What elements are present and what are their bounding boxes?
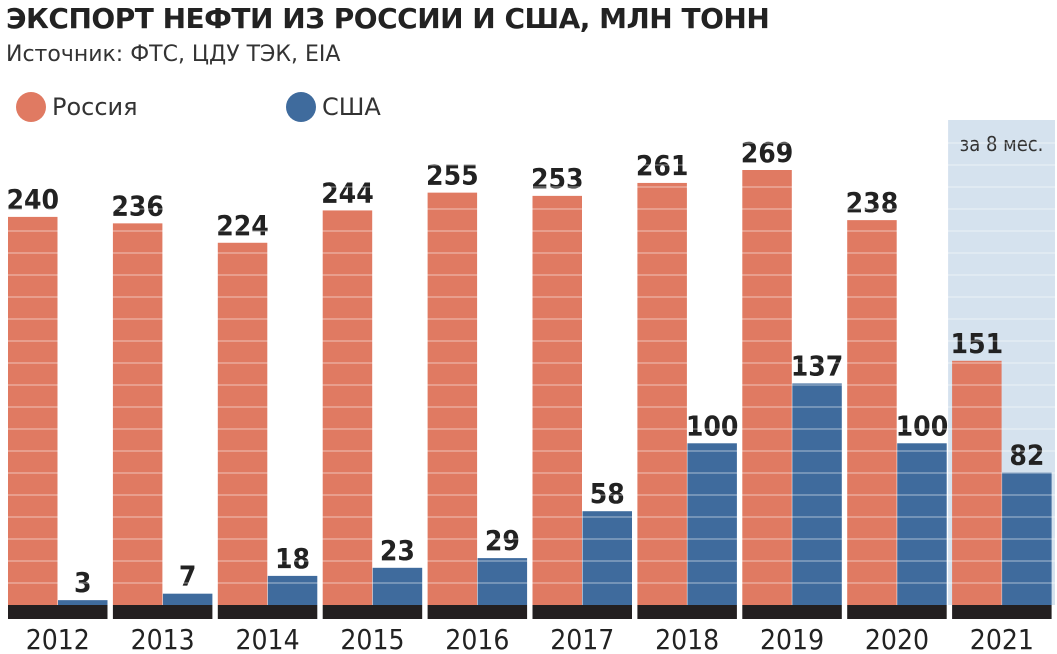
bar-usa-2018 (687, 443, 737, 605)
bar-russia-2019 (742, 170, 792, 605)
bar-usa-2015 (372, 567, 423, 605)
chart-title: ЭКСПОРТ НЕФТИ ИЗ РОССИИ И США, МЛН ТОНН (6, 2, 770, 35)
bar-russia-2018 (637, 182, 687, 605)
category-base-2012 (8, 605, 108, 619)
bar-usa-2014 (267, 575, 318, 605)
x-tick-label-2021: 2021 (970, 623, 1034, 654)
bar-value-label-russia-2015: 244 (321, 176, 374, 209)
legend-swatch-usa (286, 92, 316, 122)
bar-russia-2015 (322, 210, 373, 606)
bar-value-label-russia-2019: 269 (741, 136, 794, 169)
bar-value-label-usa-2018: 100 (686, 409, 739, 442)
bar-usa-2020 (897, 443, 947, 605)
x-tick-label-2019: 2019 (760, 623, 824, 654)
bar-russia-2014 (217, 242, 268, 605)
bar-russia-2020 (847, 220, 897, 605)
bar-value-label-russia-2014: 224 (216, 209, 269, 242)
legend-label-russia: Россия (52, 93, 138, 121)
bar-usa-2013 (162, 593, 213, 605)
bar-value-label-usa-2021: 82 (1009, 438, 1044, 471)
bar-russia-2017 (532, 195, 582, 606)
legend-item-russia: Россия (16, 90, 138, 124)
x-tick-label-2013: 2013 (131, 623, 195, 654)
bar-value-label-usa-2017: 58 (590, 477, 625, 510)
bar-usa-2016 (477, 558, 528, 605)
bar-russia-2016 (427, 192, 478, 605)
category-base-2016 (427, 605, 528, 619)
bar-value-label-usa-2019: 137 (791, 349, 844, 382)
category-base-2018 (637, 605, 737, 619)
legend-swatch-russia (16, 92, 46, 122)
x-tick-label-2017: 2017 (550, 623, 614, 654)
x-tick-label-2020: 2020 (865, 623, 929, 654)
bar-value-label-usa-2020: 100 (896, 409, 949, 442)
category-base-2017 (532, 605, 632, 619)
x-tick-label-2018: 2018 (655, 623, 719, 654)
bar-value-label-russia-2020: 238 (846, 186, 899, 219)
bar-russia-2021 (952, 360, 1002, 605)
category-base-2019 (742, 605, 842, 619)
bar-value-label-usa-2016: 29 (485, 524, 520, 557)
legend-item-usa: США (286, 90, 381, 124)
bar-value-label-usa-2014: 18 (275, 542, 310, 575)
category-base-2014 (217, 605, 318, 619)
x-tick-label-2015: 2015 (340, 623, 404, 654)
bar-value-label-russia-2021: 151 (951, 327, 1004, 360)
bar-value-label-russia-2012: 240 (6, 183, 59, 216)
bar-value-label-usa-2013: 7 (179, 560, 197, 593)
bar-value-label-russia-2013: 236 (111, 189, 164, 222)
x-tick-label-2014: 2014 (236, 623, 300, 654)
category-base-2015 (322, 605, 423, 619)
x-tick-label-2016: 2016 (445, 623, 509, 654)
legend-label-usa: США (322, 93, 381, 121)
x-tick-label-2012: 2012 (26, 623, 90, 654)
bar-russia-2012 (8, 216, 58, 605)
bar-usa-2012 (58, 600, 108, 605)
bar-value-label-russia-2016: 255 (426, 159, 479, 192)
bar-russia-2013 (112, 223, 163, 605)
category-base-2020 (847, 605, 947, 619)
annotation-label-2021: за 8 мес. (960, 132, 1044, 156)
bar-usa-2019 (792, 383, 842, 605)
category-base-2013 (112, 605, 213, 619)
bar-usa-2017 (582, 511, 632, 605)
chart-source: Источник: ФТС, ЦДУ ТЭК, EIA (6, 42, 341, 67)
bar-value-label-russia-2017: 253 (531, 162, 584, 195)
category-base-2021 (952, 605, 1052, 619)
